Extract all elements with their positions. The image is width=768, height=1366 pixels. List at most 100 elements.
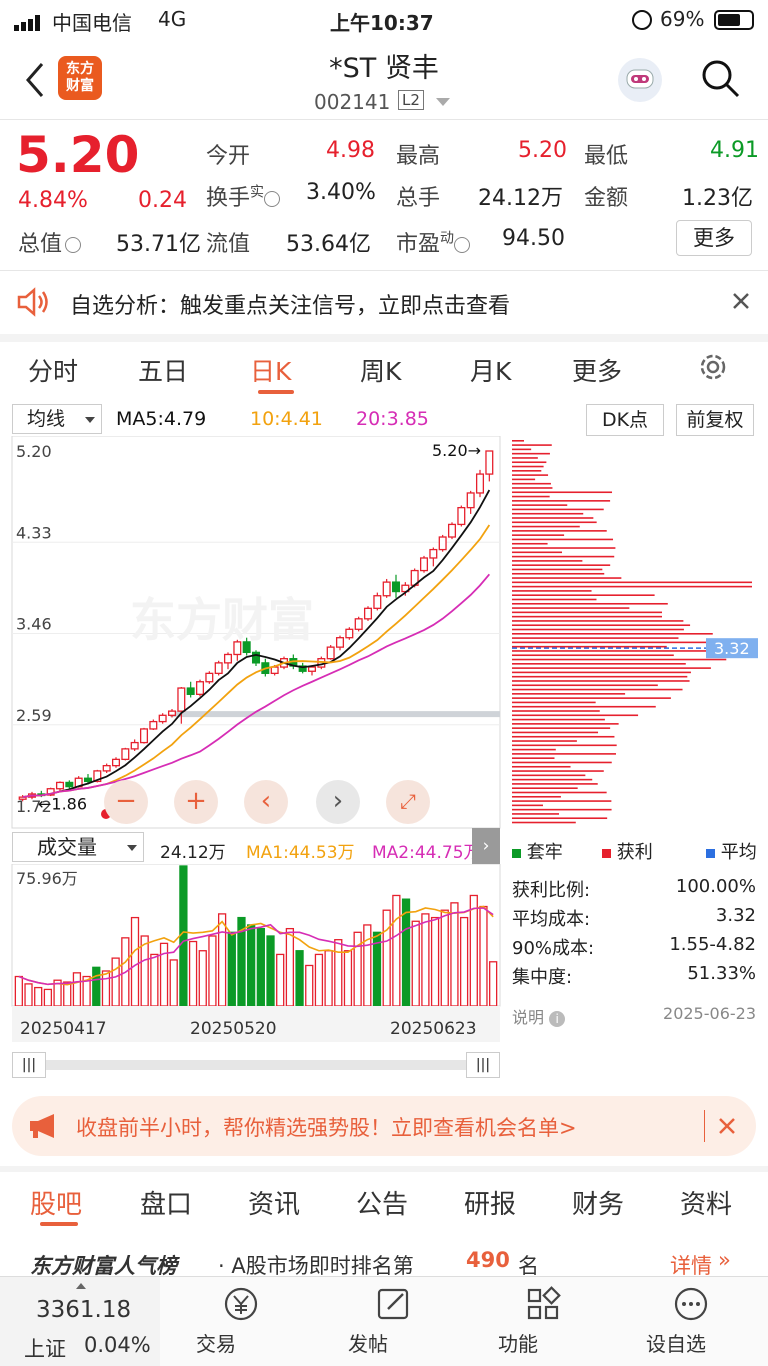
candle-body xyxy=(46,788,55,796)
chip-bar xyxy=(512,590,592,592)
notice-bar[interactable]: 自选分析：触发重点关注信号，立即点击查看 xyxy=(0,272,768,332)
nav-functions[interactable]: 功能 xyxy=(498,1285,588,1356)
settings-icon[interactable] xyxy=(696,350,730,384)
candle-body xyxy=(65,781,74,788)
chip-bar xyxy=(512,770,604,772)
tab-weekly-k[interactable]: 周K xyxy=(360,357,402,386)
zoom-out-button[interactable]: − xyxy=(104,780,148,824)
chip-bar xyxy=(512,487,553,489)
volume-value: 24.12万 xyxy=(160,843,226,863)
tab-news[interactable]: 资讯 xyxy=(248,1190,301,1220)
info-icon[interactable] xyxy=(454,237,471,253)
chip-value: 51.33% xyxy=(687,963,756,984)
dropdown-icon xyxy=(127,845,137,851)
candle-body xyxy=(345,628,354,639)
back-icon[interactable] xyxy=(20,60,50,100)
active-tab-indicator xyxy=(258,390,294,394)
volume-bar xyxy=(421,913,430,1007)
tab-orderbook[interactable]: 盘口 xyxy=(140,1190,193,1220)
volume-bar xyxy=(111,957,120,1007)
volume-selector[interactable]: 成交量 xyxy=(12,832,144,862)
low-value: 4.91 xyxy=(710,138,759,163)
ma-selector[interactable]: 均线 xyxy=(12,404,102,434)
dk-button[interactable]: DK点 xyxy=(586,404,664,436)
close-icon[interactable] xyxy=(716,1115,738,1137)
tab-five-day[interactable]: 五日 xyxy=(138,357,189,386)
clock: 上午10:37 xyxy=(330,11,434,35)
chip-bar xyxy=(512,654,674,657)
candle-body xyxy=(93,770,102,783)
divider xyxy=(704,1110,705,1142)
volume-bar xyxy=(179,865,188,1007)
info-icon[interactable] xyxy=(65,237,82,253)
candle-body xyxy=(475,473,485,494)
chip-bar xyxy=(512,440,524,442)
expand-icon[interactable]: › xyxy=(472,828,500,864)
range-scrollbar[interactable]: ||| ||| xyxy=(12,1052,500,1078)
zoom-in-button[interactable]: + xyxy=(174,780,218,824)
more-button[interactable]: 更多 xyxy=(676,220,752,256)
nav-post[interactable]: 发帖 xyxy=(348,1285,438,1356)
rotation-lock-icon xyxy=(632,10,652,30)
close-icon[interactable] xyxy=(730,290,752,312)
app-logo: 东方 财富 xyxy=(58,56,102,100)
chip-bar xyxy=(512,585,752,588)
banner-text: 收盘前半小时，帮你精选强势股！立即查看机会名单> xyxy=(76,1116,577,1140)
tab-finance[interactable]: 财务 xyxy=(572,1190,625,1220)
tab-more[interactable]: 更多 xyxy=(572,357,623,386)
tab-research[interactable]: 研报 xyxy=(464,1190,517,1220)
candle-body xyxy=(485,450,494,475)
float-label: 流值 xyxy=(206,232,251,257)
chip-note[interactable]: 说明 i xyxy=(512,1004,566,1028)
volume-bar xyxy=(198,950,207,1007)
current-price: 5.20 xyxy=(16,126,140,184)
tab-intraday[interactable]: 分时 xyxy=(28,357,79,386)
range-handle-right[interactable]: ||| xyxy=(466,1052,500,1078)
popularity-row[interactable]: 东方财富人气榜 · A股市场即时排名第 490 名 详情 » xyxy=(0,1244,768,1278)
chevron-down-icon[interactable] xyxy=(436,98,450,106)
fq-button[interactable]: 前复权 xyxy=(676,404,754,436)
turnover-value: 3.40% xyxy=(306,180,376,205)
nav-trade[interactable]: 交易 xyxy=(196,1285,286,1356)
promo-banner[interactable]: 收盘前半小时，帮你精选强势股！立即查看机会名单> xyxy=(12,1096,756,1156)
chip-bar xyxy=(512,598,597,601)
volume-chart[interactable]: 75.96万 20250417 20250520 20250623 xyxy=(0,864,504,1052)
tab-daily-k[interactable]: 日K xyxy=(250,357,292,386)
details-link[interactable]: 详情 xyxy=(670,1254,712,1278)
chip-bar xyxy=(512,572,605,575)
scroll-right-button[interactable]: › xyxy=(316,780,360,824)
volume-bar xyxy=(314,953,324,1007)
chip-panel: 套牢 获利 平均 获利比例: 100.00% 平均成本: 3.32 90%成本:… xyxy=(510,834,760,1034)
volume-ma-line xyxy=(18,907,494,986)
tab-forum[interactable]: 股吧 xyxy=(30,1190,83,1220)
chip-bar xyxy=(512,504,568,506)
fullscreen-button[interactable]: ⤢ xyxy=(386,780,430,824)
kline-chart[interactable]: 5.20 4.33 3.46 2.59 1.72 东方财富 5.20→ ←1.86 3.32 xyxy=(0,436,768,830)
scroll-left-button[interactable]: ‹ xyxy=(244,780,288,824)
tab-announcements[interactable]: 公告 xyxy=(356,1190,409,1220)
index-ticker[interactable]: 3361.18 上证 0.04% xyxy=(0,1277,160,1366)
info-icon[interactable] xyxy=(264,191,281,207)
candle-body xyxy=(382,581,391,597)
ma20-value: 20:3.85 xyxy=(356,408,429,430)
chip-bar xyxy=(512,474,549,476)
nav-add-watchlist[interactable]: 设自选 xyxy=(646,1285,736,1356)
last-price-label: 5.20→ xyxy=(432,441,481,460)
chip-bar xyxy=(512,624,691,627)
y-tick-label: 3.46 xyxy=(16,615,52,634)
range-handle-left[interactable]: ||| xyxy=(12,1052,46,1078)
candle-body xyxy=(251,651,261,664)
chip-bar xyxy=(512,765,571,768)
volume-bar xyxy=(34,986,43,1007)
robot-assistant-icon[interactable] xyxy=(618,58,662,102)
candle-body xyxy=(429,548,438,559)
mktcap-label: 总值 xyxy=(18,226,82,258)
tab-monthly-k[interactable]: 月K xyxy=(470,357,512,386)
volume-bar xyxy=(169,959,178,1007)
legend-trapped: 套牢 xyxy=(512,838,563,864)
search-icon[interactable] xyxy=(700,58,740,98)
candle-body xyxy=(242,641,251,654)
candle-body xyxy=(307,666,317,672)
tab-profile[interactable]: 资料 xyxy=(680,1190,733,1220)
avg-cost-badge xyxy=(706,638,758,659)
